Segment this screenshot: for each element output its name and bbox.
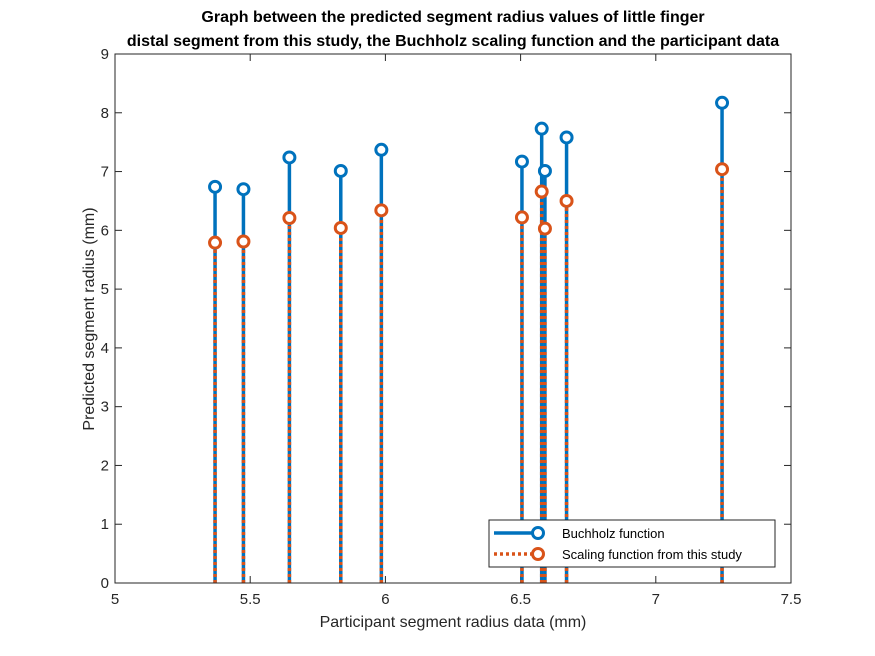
y-tick-label: 9 xyxy=(101,46,109,63)
scaling-marker xyxy=(537,221,552,236)
x-tick-label: 6 xyxy=(381,591,389,608)
y-tick-label: 2 xyxy=(101,457,109,474)
scaling-marker xyxy=(208,235,223,250)
buchholz-marker xyxy=(208,179,223,194)
buchholz-marker xyxy=(537,163,552,178)
scaling-marker xyxy=(236,234,251,249)
x-tick-label: 7.5 xyxy=(781,591,802,608)
x-tick-label: 5.5 xyxy=(240,591,261,608)
axes-background xyxy=(115,54,791,583)
buchholz-marker xyxy=(715,95,730,110)
buchholz-marker xyxy=(534,121,549,136)
scaling-marker xyxy=(715,162,730,177)
buchholz-marker xyxy=(333,163,348,178)
y-tick-label: 0 xyxy=(101,575,109,592)
buchholz-marker xyxy=(282,150,297,165)
x-tick-label: 7 xyxy=(652,591,660,608)
y-tick-label: 5 xyxy=(101,281,109,298)
chart-title: Graph between the predicted segment radi… xyxy=(127,9,779,50)
scaling-marker xyxy=(333,220,348,235)
scaling-marker xyxy=(559,193,574,208)
buchholz-marker xyxy=(559,130,574,145)
chart-title-line-2: distal segment from this study, the Buch… xyxy=(127,33,779,50)
plot-area: 5 5.5 6 6.5 7 7.5 0 1 2 3 4 5 6 7 8 9 xyxy=(101,46,802,608)
y-axis-label: Predicted segment radius (mm) xyxy=(81,207,98,430)
x-tick-label: 5 xyxy=(111,591,119,608)
y-tick-label: 6 xyxy=(101,222,109,239)
legend-buchholz-marker xyxy=(531,526,545,540)
axes-border xyxy=(114,53,792,584)
scaling-marker xyxy=(282,210,297,225)
buchholz-marker xyxy=(514,154,529,169)
y-tick-label: 3 xyxy=(101,399,109,416)
y-tick-label: 1 xyxy=(101,516,109,533)
chart-title-line-1: Graph between the predicted segment radi… xyxy=(201,9,704,26)
legend-buchholz-label: Buchholz function xyxy=(562,526,665,541)
y-tick-label: 8 xyxy=(101,105,109,122)
legend-scaling-marker xyxy=(531,547,545,561)
x-axis-label: Participant segment radius data (mm) xyxy=(320,614,587,631)
buchholz-marker xyxy=(236,182,251,197)
y-tick-label: 7 xyxy=(101,164,109,181)
legend-scaling-label: Scaling function from this study xyxy=(562,547,742,562)
scaling-marker xyxy=(514,210,529,225)
legend: Buchholz function Scaling function from t… xyxy=(488,519,776,568)
scaling-marker xyxy=(374,203,389,218)
scaling-marker xyxy=(534,184,549,199)
x-tick-label: 6.5 xyxy=(510,591,531,608)
y-tick-label: 4 xyxy=(101,340,109,357)
buchholz-marker xyxy=(374,142,389,157)
